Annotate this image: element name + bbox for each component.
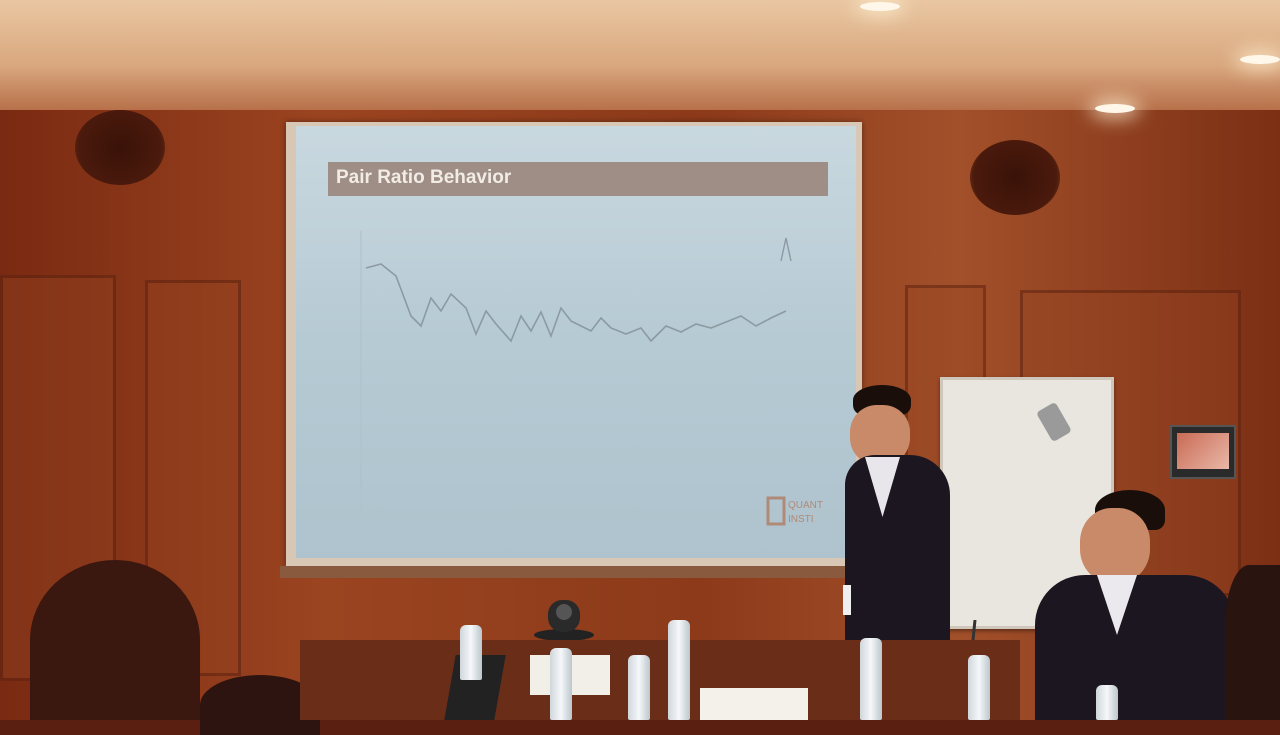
conference-camera bbox=[534, 600, 594, 640]
ratio-spike bbox=[780, 237, 792, 262]
ratio-line bbox=[365, 263, 787, 343]
wall-speaker bbox=[970, 140, 1060, 215]
water-bottle bbox=[968, 655, 990, 720]
projection-screen: Pair Ratio Behavior QUANT INSTI bbox=[296, 126, 856, 558]
audience-member bbox=[1225, 565, 1280, 720]
water-bottle bbox=[1096, 685, 1118, 720]
audience-member bbox=[30, 560, 200, 720]
slide-title: Pair Ratio Behavior bbox=[336, 167, 512, 188]
svg-text:INSTI: INSTI bbox=[788, 514, 814, 525]
ceiling bbox=[0, 0, 1280, 110]
water-bottle bbox=[668, 620, 690, 720]
pair-ratio-chart bbox=[360, 231, 792, 516]
wall-picture bbox=[1177, 433, 1229, 469]
ceiling-light bbox=[1240, 55, 1280, 64]
wall-picture-frame bbox=[1170, 425, 1236, 479]
slide-title-bar: Pair Ratio Behavior bbox=[328, 162, 828, 196]
svg-text:QUANT: QUANT bbox=[788, 500, 823, 511]
water-bottle bbox=[628, 655, 650, 720]
paper-sheet bbox=[700, 688, 808, 720]
ceiling-light bbox=[1095, 104, 1135, 113]
ceiling-light bbox=[860, 2, 900, 11]
name-badge bbox=[843, 585, 851, 615]
water-bottle bbox=[860, 638, 882, 720]
screen-roller-bar bbox=[280, 566, 868, 578]
seated-man bbox=[1035, 490, 1235, 720]
water-bottle bbox=[460, 625, 482, 680]
quantinsti-logo: QUANT INSTI bbox=[766, 496, 823, 526]
water-bottle bbox=[550, 648, 572, 720]
wall-speaker bbox=[75, 110, 165, 185]
conference-table bbox=[300, 640, 1020, 720]
